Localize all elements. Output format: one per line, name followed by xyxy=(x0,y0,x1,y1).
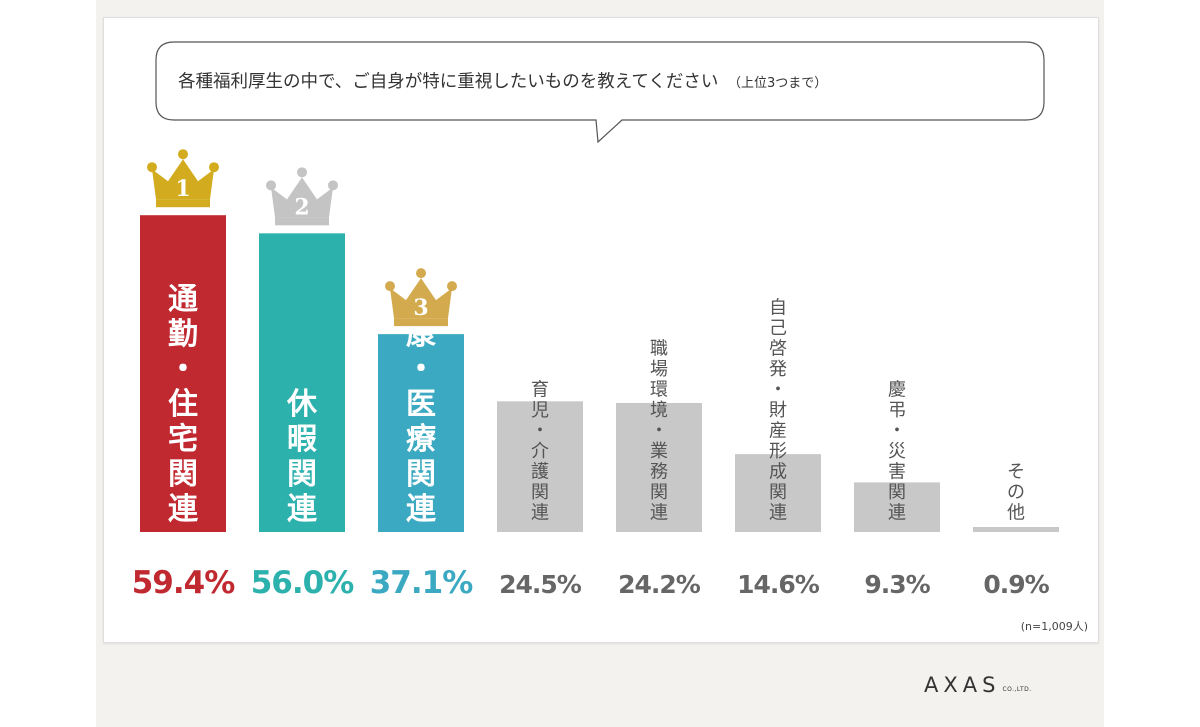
crown-icon-2: 2 xyxy=(266,167,338,226)
crown-icon-1: 1 xyxy=(147,149,219,208)
value-label-1: 59.4% xyxy=(132,565,235,601)
bar-2 xyxy=(259,233,345,533)
crown-jewel-3 xyxy=(328,180,338,191)
title-bubble xyxy=(155,41,1045,144)
chart-title-suffix: （上位3つまで） xyxy=(728,76,827,91)
crown-jewel-1 xyxy=(266,180,276,191)
chart-title-main: 各種福利厚生の中で、ご自身が特に重視したいものを教えてください xyxy=(178,72,718,92)
value-label-2: 56.0% xyxy=(251,565,354,601)
bar-1 xyxy=(140,215,226,532)
crown-jewel-3 xyxy=(447,281,457,292)
bar-4 xyxy=(497,401,583,532)
crown-jewel-3 xyxy=(209,162,219,173)
sample-size-note: (n=1,009人) xyxy=(1021,620,1088,633)
axas-logo: AXAS CO.,LTD. xyxy=(924,672,1032,696)
logo-sub-text: CO.,LTD. xyxy=(1002,686,1032,693)
crown-rank-3: 3 xyxy=(413,295,428,321)
value-label-4: 24.5% xyxy=(499,570,582,599)
bars-layer: 通勤・住宅関連59.4%休暇関連56.0%健康・医療関連37.1%育児・介護関連… xyxy=(132,215,1059,601)
bar-5 xyxy=(616,402,702,532)
crown-base xyxy=(156,199,210,208)
crown-body xyxy=(152,159,214,200)
value-label-6: 14.6% xyxy=(737,570,820,599)
category-label-8: その他 xyxy=(1007,461,1025,523)
crown-jewel-2 xyxy=(416,268,426,279)
bar-8 xyxy=(973,527,1059,532)
crown-body xyxy=(390,278,452,319)
chart-title: 各種福利厚生の中で、ご自身が特に重視したいものを教えてください （上位3つまで） xyxy=(178,72,827,92)
value-label-8: 0.9% xyxy=(983,570,1049,599)
bar-3 xyxy=(378,334,464,532)
category-label-5: 職場環境・業務関連 xyxy=(650,338,668,523)
category-label-6: 自己啓発・財産形成関連 xyxy=(769,297,787,523)
crown-body xyxy=(271,177,333,218)
crown-rank-2: 2 xyxy=(294,194,309,220)
value-label-5: 24.2% xyxy=(618,570,701,599)
crown-base xyxy=(394,318,448,327)
crown-jewel-2 xyxy=(178,149,188,160)
crown-jewel-1 xyxy=(147,162,157,173)
crown-icon-3: 3 xyxy=(385,268,457,327)
bar-6 xyxy=(735,454,821,532)
crown-jewel-2 xyxy=(297,167,307,178)
logo-main-text: AXAS xyxy=(924,673,1001,697)
crown-base xyxy=(275,217,329,226)
category-label-4: 育児・介護関連 xyxy=(531,379,549,523)
bar-7 xyxy=(854,482,940,532)
category-label-7: 慶弔・災害関連 xyxy=(888,379,906,523)
value-label-7: 9.3% xyxy=(864,570,930,599)
crown-jewel-1 xyxy=(385,281,395,292)
crown-rank-1: 1 xyxy=(175,176,190,202)
crowns-layer: 1 2 3 xyxy=(147,149,457,327)
category-label-2: 休暇関連 xyxy=(286,387,318,527)
value-label-3: 37.1% xyxy=(370,565,473,601)
category-label-1: 通勤・住宅関連 xyxy=(168,282,199,527)
